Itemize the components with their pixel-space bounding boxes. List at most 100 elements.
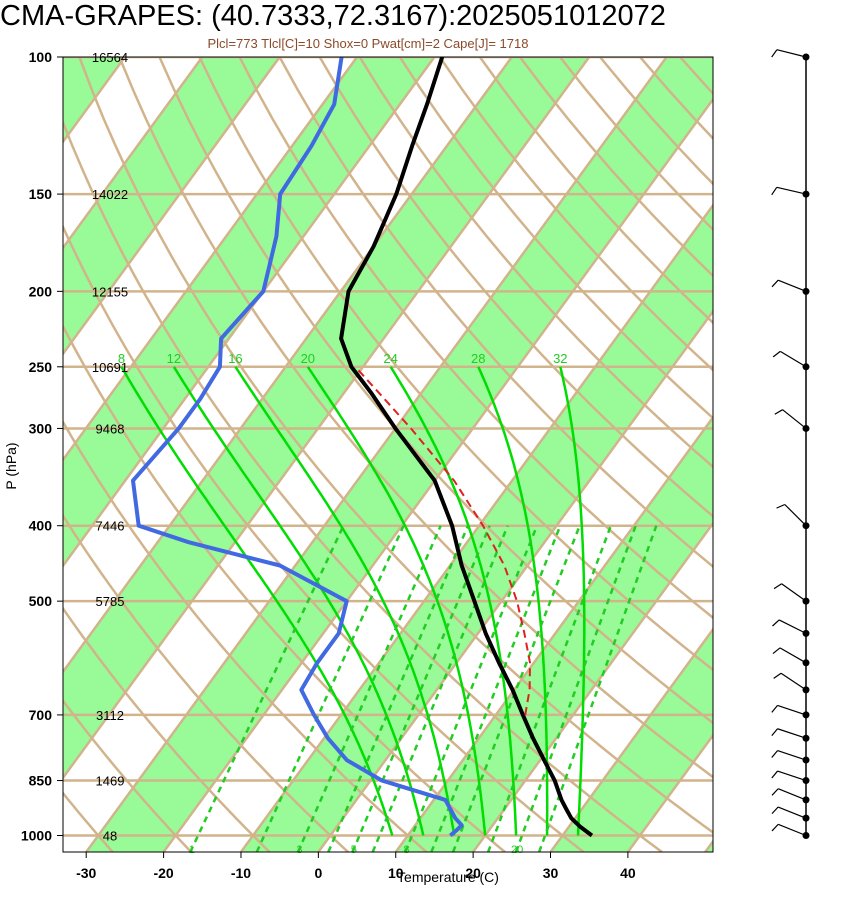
wind-barb: [776, 49, 807, 58]
isotherm: [85, 57, 668, 852]
y-tick-label: 250: [29, 359, 53, 375]
isotherm: [704, 839, 713, 852]
dry-adiabat: [63, 791, 114, 852]
wind-barb-flag: [772, 350, 781, 358]
wind-barb: [784, 504, 807, 527]
wind-barb: [777, 704, 807, 716]
y-tick-label: 400: [29, 518, 53, 534]
y-tick-label: 1000: [21, 828, 52, 844]
mixing-label-5: 5: [351, 844, 357, 856]
moist-label-12: 12: [167, 351, 181, 366]
dry-adiabat: [63, 513, 349, 852]
isotherm: [317, 309, 713, 852]
wind-barb-flag: [776, 503, 786, 509]
wind-barb-flag: [772, 647, 781, 655]
mixing-label-3: 3: [296, 844, 302, 856]
moist-adiabats: [120, 366, 586, 836]
mixing-label-1: 1: [189, 844, 195, 856]
parcel-line: [354, 366, 531, 716]
wind-barb: [781, 583, 807, 602]
wind-barb-flag: [771, 187, 778, 196]
isotherm: [63, 57, 281, 356]
dry-adiabat: [63, 119, 663, 852]
mixing-ratio-4: [327, 525, 470, 852]
dry-adiabat: [198, 57, 713, 672]
moist-adiabat-16: [234, 366, 456, 836]
height-label: 1469: [96, 774, 125, 789]
moist-adiabat-20: [306, 366, 487, 836]
isotherm: [162, 97, 713, 852]
wind-barb-flag: [773, 672, 782, 679]
x-tick-label: 40: [620, 865, 636, 881]
plot-frame: [62, 56, 714, 853]
dry-adiabat: [238, 57, 713, 620]
wind-barb-flag: [771, 728, 779, 737]
wind-barb: [777, 750, 807, 761]
height-label: 12155: [92, 284, 128, 299]
chart-labels: 8 12 16 20 24 28 32 1 3 5 8 20: [118, 351, 568, 856]
mixing-ratio-12: [451, 525, 581, 852]
mixing-label-8: 8: [404, 844, 410, 856]
height-label: 5785: [96, 594, 125, 609]
wind-barb: [782, 409, 807, 429]
y-tick-label: 850: [29, 773, 53, 789]
chart-subtitle: Plcl=773 Tlcl[C]=10 Shox=0 Pwat[cm]=2 Ca…: [208, 36, 529, 51]
wind-barb: [777, 788, 807, 801]
y-tick-label: 200: [29, 283, 53, 299]
moist-adiabat-32: [559, 366, 586, 836]
wind-barb-flag: [773, 583, 782, 590]
mixing-ratio-16: [486, 525, 613, 852]
wind-barb: [777, 770, 807, 782]
x-tick-label: 20: [465, 865, 481, 881]
wind-barb-flag: [771, 279, 779, 288]
mixing-ratio-3: [296, 525, 442, 852]
moist-adiabat-28: [477, 366, 549, 836]
y-tick-label: 300: [29, 420, 53, 436]
wind-barb: [780, 672, 807, 691]
mixing-label-20: 20: [511, 844, 523, 856]
wind-barb-flag: [771, 770, 779, 779]
mixing-ratio-6: [371, 525, 509, 852]
wind-barb-flag: [771, 705, 779, 713]
moist-label-20: 20: [301, 351, 315, 366]
profile-lines: [131, 57, 594, 838]
x-tick-label: 0: [314, 865, 322, 881]
isotherm: [63, 57, 436, 568]
wind-barb: [777, 279, 807, 292]
wind-barb-flag: [774, 409, 783, 415]
mixing-ratio-8: [404, 525, 539, 852]
x-axis-label: Temperature (C): [397, 869, 499, 885]
wind-barb-flag: [771, 788, 779, 796]
x-tick-label: -20: [153, 865, 173, 881]
dry-adiabat: [158, 57, 713, 725]
dewpoint-line: [131, 57, 464, 838]
dry-adiabat: [278, 57, 713, 569]
isotherm: [63, 57, 513, 674]
wind-barb: [779, 647, 807, 664]
moist-label-28: 28: [471, 351, 485, 366]
x-tick-label: -10: [231, 865, 251, 881]
moist-label-8: 8: [118, 351, 125, 366]
wind-barb-flag: [771, 49, 778, 58]
y-tick-label: 150: [29, 186, 53, 202]
isotherm: [394, 415, 713, 852]
wind-barb-flag: [771, 806, 779, 815]
mixing-ratio-1: [189, 525, 345, 852]
y-axis-label: P (hPa): [3, 442, 19, 489]
wind-barb: [777, 806, 807, 819]
wind-barb: [777, 728, 807, 739]
green-band: [705, 841, 713, 852]
height-label: 48: [103, 829, 117, 844]
temperature-line: [339, 57, 594, 838]
isotherm: [63, 57, 591, 780]
y-tick-label: 700: [29, 707, 53, 723]
x-tick-label: 10: [388, 865, 404, 881]
wind-barb: [779, 350, 807, 368]
dry-adiabat: [398, 57, 713, 420]
height-label: 9468: [96, 421, 125, 436]
wind-barb: [776, 186, 807, 195]
wind-barb-flag: [771, 750, 779, 758]
dry-adiabat: [358, 57, 713, 469]
